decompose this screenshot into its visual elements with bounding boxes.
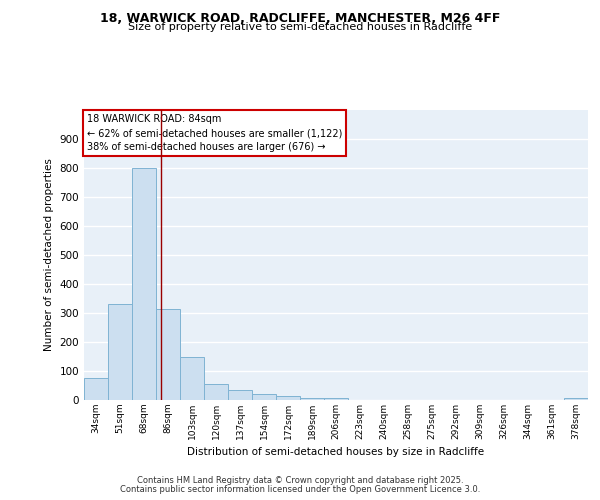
Bar <box>324 398 348 400</box>
Y-axis label: Number of semi-detached properties: Number of semi-detached properties <box>44 158 54 352</box>
Text: Contains public sector information licensed under the Open Government Licence 3.: Contains public sector information licen… <box>120 484 480 494</box>
Bar <box>156 308 180 400</box>
Text: Contains HM Land Registry data © Crown copyright and database right 2025.: Contains HM Land Registry data © Crown c… <box>137 476 463 485</box>
Bar <box>276 396 300 400</box>
Bar <box>228 390 252 400</box>
Bar <box>84 378 108 400</box>
X-axis label: Distribution of semi-detached houses by size in Radcliffe: Distribution of semi-detached houses by … <box>187 448 485 458</box>
Bar <box>204 384 228 400</box>
Bar <box>180 356 204 400</box>
Bar <box>252 394 276 400</box>
Text: 18 WARWICK ROAD: 84sqm
← 62% of semi-detached houses are smaller (1,122)
38% of : 18 WARWICK ROAD: 84sqm ← 62% of semi-det… <box>86 114 342 152</box>
Bar <box>108 304 132 400</box>
Bar <box>132 168 156 400</box>
Text: Size of property relative to semi-detached houses in Radcliffe: Size of property relative to semi-detach… <box>128 22 472 32</box>
Bar <box>564 398 588 400</box>
Text: 18, WARWICK ROAD, RADCLIFFE, MANCHESTER, M26 4FF: 18, WARWICK ROAD, RADCLIFFE, MANCHESTER,… <box>100 12 500 26</box>
Bar <box>300 398 324 400</box>
